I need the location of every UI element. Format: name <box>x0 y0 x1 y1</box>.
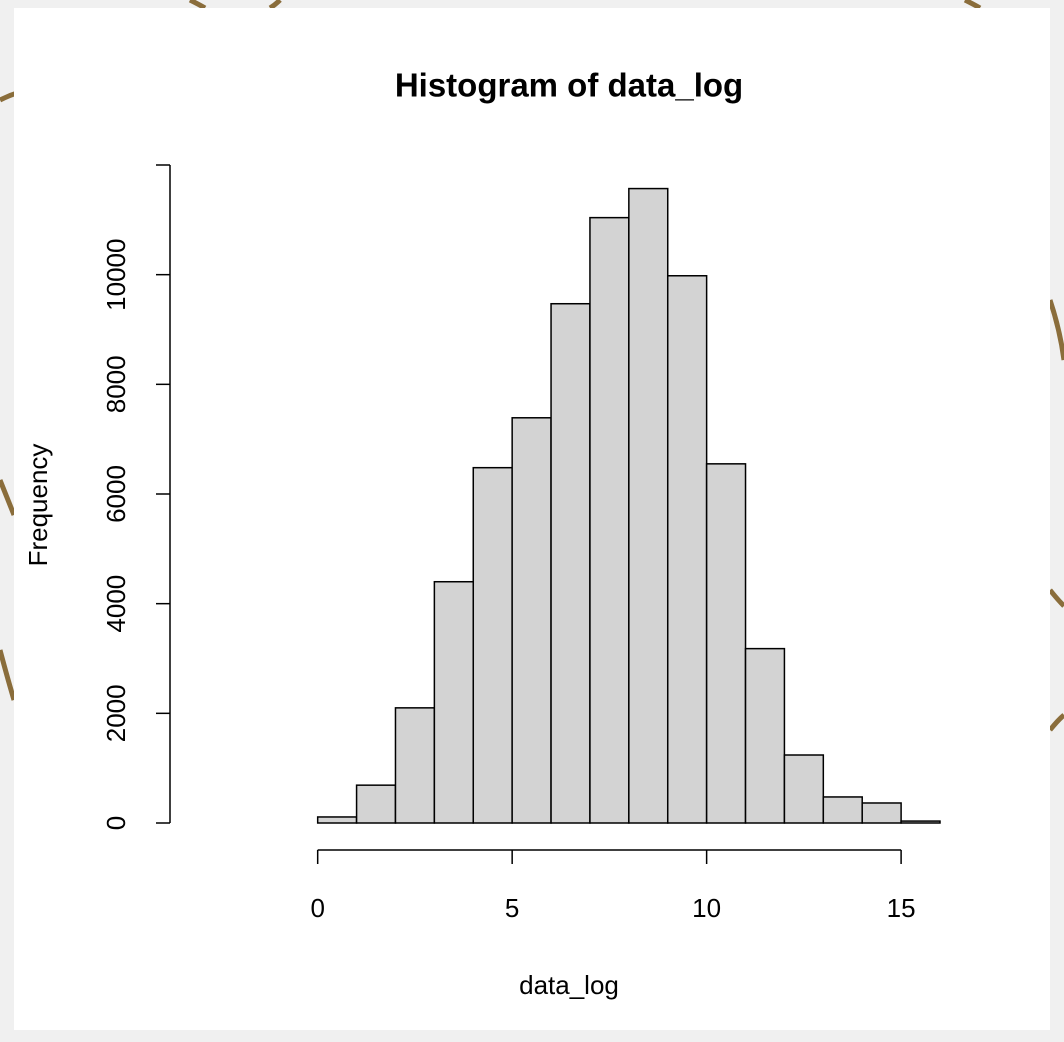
bar <box>861 802 902 824</box>
x-tick-label: 15 <box>887 893 916 923</box>
bar <box>705 463 747 824</box>
bar <box>433 580 475 824</box>
bar <box>316 816 358 824</box>
bar <box>744 647 786 824</box>
chart-title: Histogram of data_log <box>395 67 743 104</box>
decoration <box>0 0 1064 732</box>
x-tick-label: 0 <box>310 893 324 923</box>
bar <box>666 275 708 824</box>
bar <box>900 820 941 824</box>
y-axis-label: Frequency <box>23 444 53 567</box>
bar <box>550 302 591 824</box>
bar <box>628 187 669 824</box>
y-tick-label: 10000 <box>101 239 131 311</box>
bar <box>472 466 513 824</box>
y-tick-label: 8000 <box>101 355 131 413</box>
y-tick-label: 4000 <box>101 575 131 633</box>
bar <box>394 707 436 824</box>
bar <box>822 796 863 824</box>
y-tick-label: 6000 <box>101 465 131 523</box>
y-tick-label: 0 <box>101 816 131 830</box>
x-axis-label: data_log <box>519 970 619 1000</box>
bar <box>511 417 552 824</box>
bar <box>783 754 825 824</box>
x-tick-label: 5 <box>505 893 519 923</box>
y-tick-label: 2000 <box>101 684 131 742</box>
bar <box>589 216 630 824</box>
bar <box>355 784 397 824</box>
x-tick-label: 10 <box>692 893 721 923</box>
